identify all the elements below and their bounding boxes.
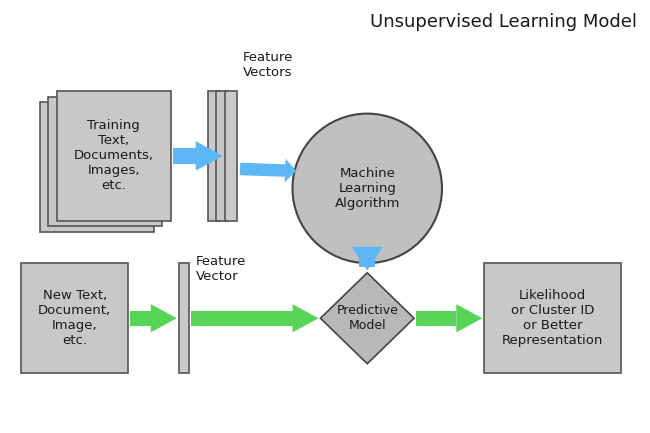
Text: Likelihood
or Cluster ID
or Better
Representation: Likelihood or Cluster ID or Better Repre… [502,289,603,347]
Text: New Text,
Document,
Image,
etc.: New Text, Document, Image, etc. [38,289,111,347]
Bar [131,311,151,326]
Bar [208,91,220,221]
Text: Machine
Learning
Algorithm: Machine Learning Algorithm [335,167,400,210]
Polygon shape [320,273,414,364]
Bar [216,91,228,221]
Ellipse shape [292,113,442,263]
Bar [172,148,196,164]
Text: Predictive
Model: Predictive Model [336,304,398,332]
Polygon shape [352,247,383,271]
Text: Training
Text,
Documents,
Images,
etc.: Training Text, Documents, Images, etc. [73,120,154,192]
Polygon shape [456,304,482,333]
Bar [179,263,189,373]
Bar [40,102,153,232]
Bar [48,97,162,226]
Bar [359,247,375,268]
Bar [225,91,237,221]
Bar [416,311,456,326]
Text: Feature
Vector: Feature Vector [196,255,246,283]
Bar [21,263,129,373]
Bar [57,91,170,221]
Bar [484,263,621,373]
Text: Feature
Vectors: Feature Vectors [243,51,294,79]
Polygon shape [292,304,318,333]
Bar [191,311,292,326]
Polygon shape [196,141,223,171]
Text: Unsupervised Learning Model: Unsupervised Learning Model [370,13,637,31]
Polygon shape [151,304,177,333]
